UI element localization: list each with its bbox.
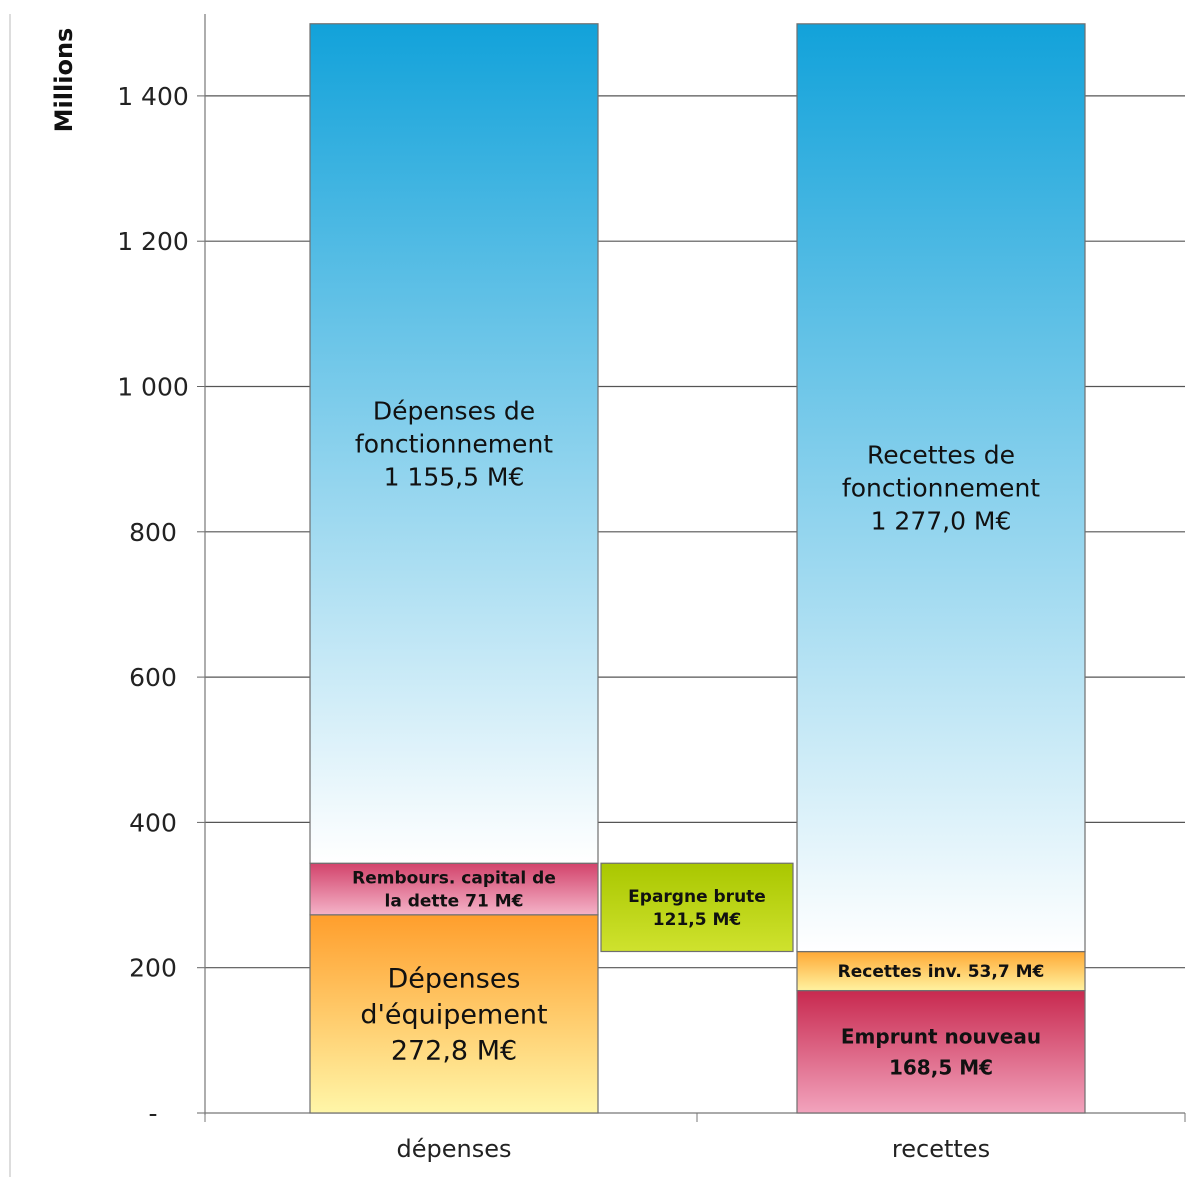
segment-label-epargne-brute-line-1: 121,5 M€ [653, 910, 741, 930]
y-axis-label: Millions [50, 28, 78, 133]
segment-label-dep-fonctionnement-line-2: 1 155,5 M€ [384, 462, 525, 491]
segment-label-dep-fonctionnement-line-1: fonctionnement [355, 429, 553, 458]
segment-label-remb-capital-line-0: Rembours. capital de [352, 869, 556, 889]
bar-segment-recettes-fonctionnement [796, 23, 1086, 953]
y-tick-label-400: 400 [129, 808, 177, 837]
axes-layer: - 200 400 600 800 1 000 1 200 1 400 dépenses rece… [9, 14, 1186, 1177]
segment-label-recettes-inv-line-0: Recettes inv. 53,7 M€ [838, 962, 1045, 982]
bar-segment-dep-fonctionnement [309, 23, 599, 864]
x-category-label-0: dépenses [397, 1135, 512, 1163]
segment-labels-layer: Dépenses d'équipement 272,8 M€ Rembours. ca… [352, 396, 1044, 1079]
bar-segment-emprunt-nouveau [796, 989, 1086, 1114]
x-category-label-1: recettes [892, 1135, 990, 1163]
bar-segment-epargne-brute [600, 862, 794, 953]
bar-segment-remb-capital [309, 862, 599, 916]
segment-label-recettes-fonctionnement-line-0: Recettes de [867, 441, 1015, 470]
y-tick-label-1000: 1 000 [117, 373, 189, 402]
y-tick-label-600: 600 [129, 663, 177, 692]
segment-label-emprunt-nouveau-line-1: 168,5 M€ [889, 1055, 993, 1079]
y-tick-label-200: 200 [129, 954, 177, 983]
segment-label-recettes-fonctionnement-line-1: fonctionnement [842, 474, 1040, 503]
segment-label-remb-capital-line-1: la dette 71 M€ [385, 892, 524, 912]
bar-segment-recettes-inv [796, 950, 1086, 992]
y-tick-label-0: - [148, 1099, 157, 1128]
segment-label-dep-equipement-line-0: Dépenses [387, 964, 520, 995]
segment-label-epargne-brute-line-0: Epargne brute [628, 887, 766, 907]
bar-segment-dep-equipement [309, 914, 599, 1114]
y-tick-label-1200: 1 200 [117, 227, 189, 256]
segment-label-recettes-fonctionnement-line-2: 1 277,0 M€ [871, 507, 1012, 536]
segment-label-dep-equipement-line-2: 272,8 M€ [391, 1036, 517, 1067]
segment-label-dep-fonctionnement-line-0: Dépenses de [373, 396, 535, 425]
segment-label-dep-equipement-line-1: d'équipement [360, 1000, 547, 1031]
bars-layer [309, 23, 1086, 1114]
segment-label-emprunt-nouveau-line-0: Emprunt nouveau [841, 1024, 1041, 1048]
y-tick-label-1400: 1 400 [117, 82, 189, 111]
y-tick-label-800: 800 [129, 518, 177, 547]
